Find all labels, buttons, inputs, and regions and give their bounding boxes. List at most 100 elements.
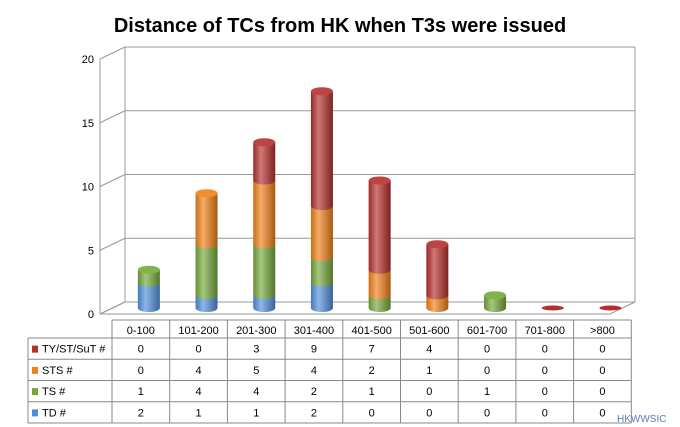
- data-label: 0: [426, 407, 432, 419]
- data-label: 4: [195, 365, 201, 377]
- bar-0-100-ts-: [137, 265, 160, 287]
- bars: [137, 87, 622, 312]
- data-label: 0: [369, 407, 375, 419]
- data-label: 3: [253, 344, 259, 356]
- gridlines: [99, 46, 636, 315]
- data-label: 0: [542, 344, 548, 356]
- bar-301-400-ty-st-sut-: [310, 87, 333, 210]
- bar-top: [253, 138, 276, 147]
- data-label: 0: [426, 386, 432, 398]
- data-label: 0: [484, 344, 490, 356]
- y-axis: 0 5 10 15 20: [82, 54, 94, 321]
- x-tick-label: 701-800: [525, 325, 565, 337]
- bar-body: [310, 91, 333, 210]
- data-label: 0: [138, 344, 144, 356]
- x-tick-label: 301-400: [294, 325, 334, 337]
- bar->800-zero: [599, 305, 622, 311]
- bar-top: [368, 176, 391, 185]
- chart-title: Distance of TCs from HK when T3s were is…: [114, 15, 566, 37]
- y-tick-label: 0: [88, 309, 94, 321]
- data-label: 2: [138, 407, 144, 419]
- data-label: 1: [195, 407, 201, 419]
- data-label: 9: [311, 344, 317, 356]
- bar-201-300-ts-: [253, 240, 276, 300]
- data-label: 0: [599, 344, 605, 356]
- data-label: 0: [542, 386, 548, 398]
- bar-101-200-ts-: [195, 240, 218, 300]
- data-label: 1: [369, 386, 375, 398]
- data-label: 1: [484, 386, 490, 398]
- legend-label: STS #: [42, 365, 73, 377]
- bar-body: [484, 295, 507, 312]
- data-label: 0: [542, 365, 548, 377]
- y-tick-label: 20: [82, 54, 94, 66]
- y-tick-label: 5: [88, 245, 94, 257]
- floor: [99, 301, 636, 315]
- y-tick-label: 15: [82, 118, 94, 130]
- bar-body: [253, 142, 276, 185]
- legend-label: TS #: [42, 386, 66, 398]
- data-label: 4: [195, 386, 201, 398]
- y-tick-label: 10: [82, 182, 94, 194]
- data-label: 4: [253, 386, 259, 398]
- bar-top: [310, 87, 333, 96]
- bar-body: [310, 206, 333, 261]
- bar-top: [484, 291, 507, 300]
- gridline-side-15: [99, 110, 126, 124]
- data-label: 7: [369, 344, 375, 356]
- gridline-side-20: [99, 46, 126, 60]
- bar-body: [253, 295, 276, 312]
- data-label: 5: [253, 365, 259, 377]
- bar-body: [195, 193, 218, 249]
- watermark: HKWWSIC: [617, 414, 666, 425]
- x-tick-label: 201-300: [236, 325, 276, 337]
- x-tick-label: 601-700: [467, 325, 507, 337]
- data-label: 2: [369, 365, 375, 377]
- data-label: 2: [311, 386, 317, 398]
- bar-601-700-ts-: [484, 291, 507, 312]
- data-label: 0: [195, 344, 201, 356]
- bar-101-200-sts-: [195, 189, 218, 249]
- legend-key-td-: [32, 409, 38, 417]
- bar-body: [195, 295, 218, 312]
- bar-401-500-ty-st-sut-: [368, 176, 391, 274]
- bar-top: [426, 240, 449, 249]
- bar-body: [368, 180, 391, 274]
- gridline-side-5: [99, 237, 126, 251]
- bar-201-300-ty-st-sut-: [253, 138, 276, 185]
- bar-body: [310, 282, 333, 312]
- data-label: 4: [426, 344, 432, 356]
- data-label: 4: [311, 365, 317, 377]
- bar-501-600-ty-st-sut-: [426, 240, 449, 300]
- bar-body: [137, 282, 160, 312]
- bar-body: [368, 295, 391, 312]
- bar-701-800-zero: [541, 305, 564, 311]
- data-label: 1: [138, 386, 144, 398]
- bar-body: [195, 244, 218, 300]
- bar-body: [253, 244, 276, 300]
- bar-top: [195, 189, 218, 198]
- x-tick-label: 401-500: [351, 325, 391, 337]
- legend-key-ty-st-sut-: [32, 345, 38, 353]
- data-label: 0: [599, 407, 605, 419]
- data-table: 0-100 101-200 201-300 301-400 401-500 501-600…: [27, 319, 632, 424]
- x-tick-label: 0-100: [127, 325, 155, 337]
- data-label: 0: [599, 386, 605, 398]
- gridline-side-10: [99, 174, 126, 187]
- data-label: 0: [484, 407, 490, 419]
- data-label: 0: [484, 365, 490, 377]
- bar-body: [368, 269, 391, 300]
- data-label: 1: [426, 365, 432, 377]
- legend-label: TY/ST/SuT #: [42, 344, 106, 356]
- x-tick-label: 501-600: [409, 325, 449, 337]
- bar-top: [137, 265, 160, 274]
- bar-301-400-sts-: [310, 202, 333, 261]
- bar-body: [426, 244, 449, 300]
- bar-201-300-sts-: [253, 176, 276, 249]
- legend-key-sts-: [32, 366, 38, 374]
- bar-body: [137, 269, 160, 287]
- data-label: 1: [253, 407, 259, 419]
- legend-label: TD #: [42, 407, 67, 419]
- x-tick-label: >800: [590, 325, 615, 337]
